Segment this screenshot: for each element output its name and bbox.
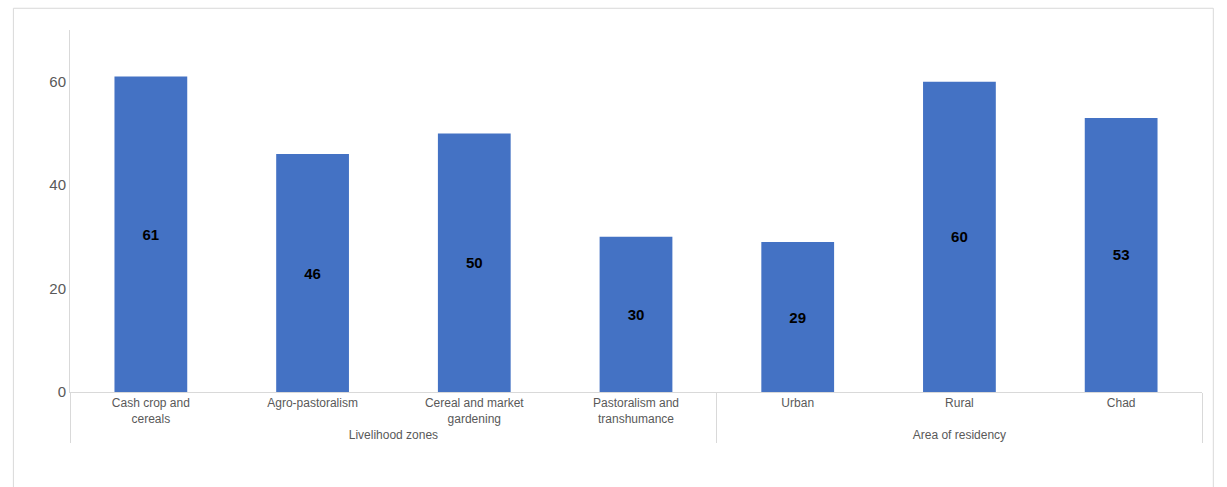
svg-text:Urban: Urban [781,396,814,410]
svg-text:29: 29 [789,309,806,326]
svg-text:61: 61 [143,226,160,243]
svg-text:Cash crop andcereals: Cash crop andcereals [112,396,190,426]
svg-text:46: 46 [304,265,321,282]
svg-text:50: 50 [466,254,483,271]
svg-text:Chad: Chad [1107,396,1136,410]
svg-text:Rural: Rural [945,396,974,410]
svg-text:53: 53 [1113,246,1130,263]
svg-text:Agro-pastoralism: Agro-pastoralism [267,396,358,410]
svg-text:40: 40 [49,176,66,193]
svg-text:60: 60 [951,228,968,245]
svg-text:60: 60 [49,73,66,90]
svg-text:20: 20 [49,280,66,297]
svg-text:0: 0 [58,383,66,400]
svg-text:30: 30 [628,306,645,323]
svg-text:Cereal and marketgardening: Cereal and marketgardening [425,396,524,426]
svg-text:Pastoralism andtranshumance: Pastoralism andtranshumance [593,396,679,426]
svg-text:Area of residency: Area of residency [913,428,1006,442]
svg-text:Livelihood zones: Livelihood zones [349,428,438,442]
